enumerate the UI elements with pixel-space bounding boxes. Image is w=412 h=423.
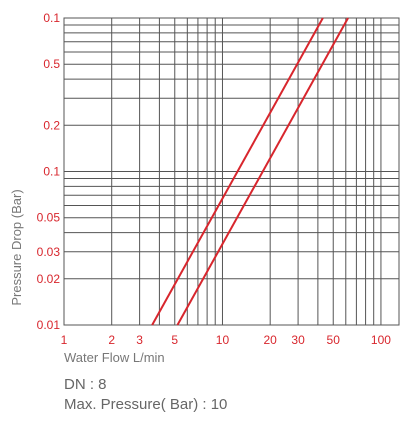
x-tick-labels: 1 2 3 5 10 20 30 50 100 <box>61 333 392 347</box>
y-axis-title: Pressure Drop (Bar) <box>9 189 24 305</box>
max-pressure-note: Max. Pressure( Bar) : 10 <box>64 396 228 413</box>
series-lines <box>151 17 349 326</box>
dn-note: DN : 8 <box>64 376 107 393</box>
y-tick-labels: 0.01 0.02 0.03 0.05 0.1 0.2 0.5 0.1 <box>37 11 61 332</box>
x-tick-label: 20 <box>263 333 277 347</box>
x-tick-label: 100 <box>371 333 391 347</box>
series-line-1 <box>151 17 324 326</box>
series-line-2 <box>176 17 349 326</box>
y-tick-label: 0.1 <box>43 11 60 25</box>
x-axis-title: Water Flow L/min <box>64 350 165 365</box>
x-tick-label: 50 <box>327 333 341 347</box>
y-tick-label: 0.5 <box>43 57 60 71</box>
grid <box>63 17 399 326</box>
x-tick-label: 30 <box>291 333 305 347</box>
y-tick-label: 0.05 <box>37 211 61 225</box>
x-tick-label: 10 <box>216 333 230 347</box>
y-tick-label: 0.01 <box>37 318 61 332</box>
plot-frame <box>63 17 400 326</box>
y-tick-label: 0.02 <box>37 272 61 286</box>
x-tick-label: 3 <box>136 333 143 347</box>
y-tick-label: 0.1 <box>43 165 60 179</box>
y-tick-label: 0.2 <box>43 118 60 132</box>
x-tick-label: 1 <box>61 333 68 347</box>
y-tick-label: 0.03 <box>37 245 61 259</box>
x-tick-label: 5 <box>171 333 178 347</box>
x-tick-label: 2 <box>108 333 115 347</box>
